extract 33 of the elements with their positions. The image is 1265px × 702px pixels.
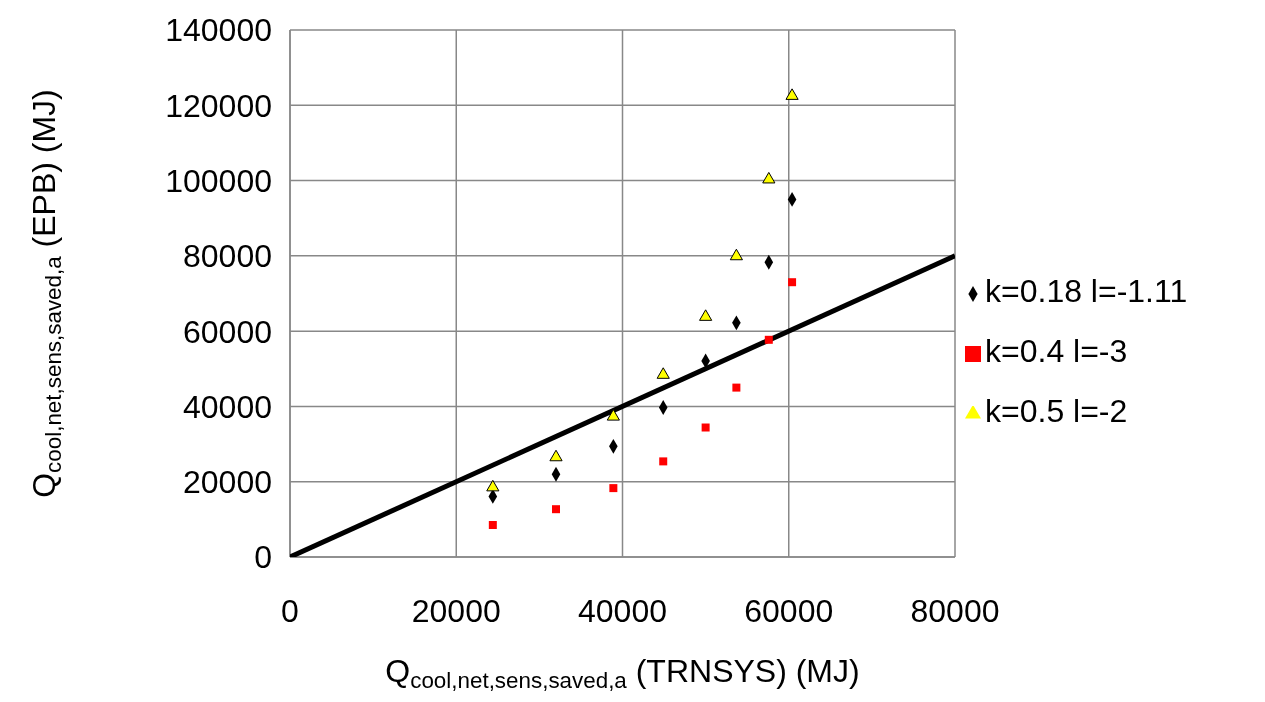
y-tick-label: 60000	[183, 313, 272, 350]
y-tick-label: 80000	[183, 238, 272, 275]
y-tick-label: 40000	[183, 388, 272, 425]
point	[606, 409, 620, 421]
y-tick-label: 140000	[165, 12, 272, 49]
y-tick-label: 120000	[165, 87, 272, 124]
legend-label: k=0.4 l=-3	[985, 333, 1128, 369]
y-tick-label: 20000	[183, 464, 272, 501]
point	[656, 367, 670, 379]
point	[549, 449, 563, 462]
x-tick-label: 0	[281, 592, 299, 629]
x-tick-label: 40000	[578, 592, 667, 629]
point	[659, 457, 668, 466]
y-tick-label: 0	[254, 539, 272, 576]
point	[729, 248, 743, 261]
legend-label: k=0.18 l=-1.11	[985, 273, 1188, 309]
y-tick-label: 100000	[165, 162, 272, 199]
point	[609, 484, 618, 493]
point	[788, 278, 797, 287]
point	[764, 335, 773, 344]
x-axis-title: Q$_{cool,net,sens,saved,a}$ (TRNSYS) (MJ)	[385, 653, 860, 693]
point	[552, 505, 560, 514]
x-tick-label: 80000	[910, 592, 1000, 629]
x-tick-label: 20000	[411, 592, 501, 629]
point	[699, 309, 713, 321]
point	[486, 479, 500, 492]
point	[762, 171, 776, 184]
x-tick-label: 60000	[744, 592, 834, 629]
legend-label: k=0.5 l=-2	[985, 393, 1128, 429]
point	[701, 423, 710, 432]
point	[488, 521, 497, 529]
point	[732, 383, 741, 392]
point	[785, 88, 799, 100]
